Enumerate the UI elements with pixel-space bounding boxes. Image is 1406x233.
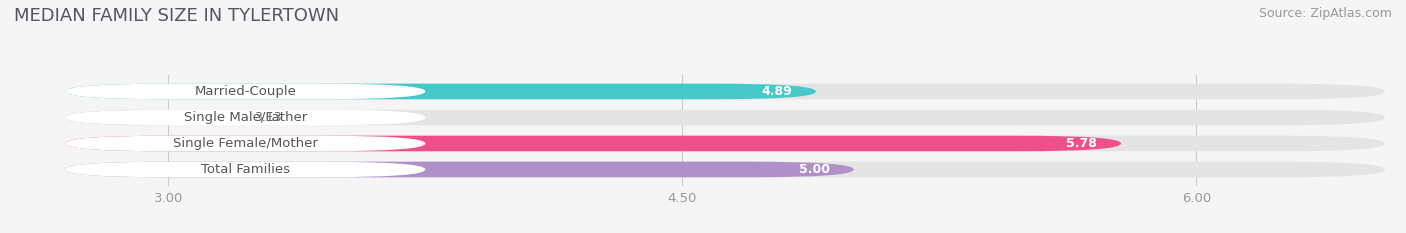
FancyBboxPatch shape [66,136,1121,151]
FancyBboxPatch shape [66,136,426,151]
FancyBboxPatch shape [66,110,1385,125]
Text: Single Male/Father: Single Male/Father [184,111,307,124]
FancyBboxPatch shape [66,136,1385,151]
Text: 5.00: 5.00 [799,163,830,176]
Text: Source: ZipAtlas.com: Source: ZipAtlas.com [1258,7,1392,20]
Text: Total Families: Total Families [201,163,290,176]
FancyBboxPatch shape [66,162,1385,177]
FancyBboxPatch shape [66,84,1385,99]
Text: 4.89: 4.89 [761,85,792,98]
FancyBboxPatch shape [66,110,426,125]
Text: Married-Couple: Married-Couple [194,85,297,98]
Text: Single Female/Mother: Single Female/Mother [173,137,318,150]
FancyBboxPatch shape [66,84,815,99]
Text: MEDIAN FAMILY SIZE IN TYLERTOWN: MEDIAN FAMILY SIZE IN TYLERTOWN [14,7,339,25]
Text: 3.13: 3.13 [254,111,281,124]
FancyBboxPatch shape [66,162,853,177]
Text: 5.78: 5.78 [1066,137,1097,150]
FancyBboxPatch shape [66,162,426,177]
FancyBboxPatch shape [66,84,426,99]
FancyBboxPatch shape [66,110,212,125]
